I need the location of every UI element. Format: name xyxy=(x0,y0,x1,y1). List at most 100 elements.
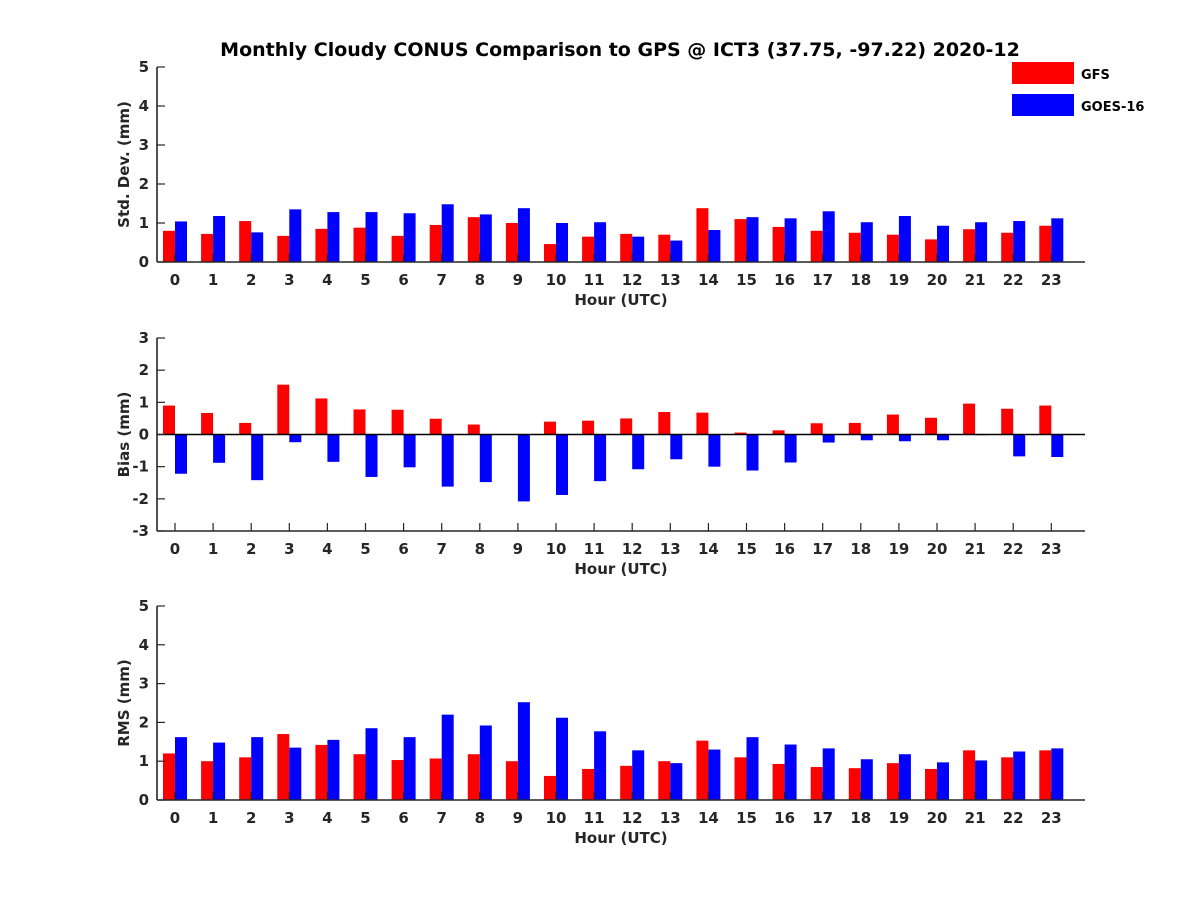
bar-goes16-hour-8 xyxy=(479,214,492,262)
bar-gfs-hour-8 xyxy=(467,217,480,262)
bar-gfs-hour-2 xyxy=(239,422,252,435)
bar-goes16-hour-1 xyxy=(213,742,226,800)
bar-goes16-hour-2 xyxy=(251,434,264,481)
x-tick-label: 11 xyxy=(584,809,605,827)
y-tick-label: 3 xyxy=(139,329,149,347)
y-tick-label: -3 xyxy=(132,522,149,540)
bar-goes16-hour-13 xyxy=(670,763,683,800)
y-tick-label: 1 xyxy=(139,214,149,232)
x-tick-label: 4 xyxy=(322,809,332,827)
bar-goes16-hour-4 xyxy=(327,739,340,800)
bar-goes16-hour-19 xyxy=(898,215,911,262)
x-tick-label: 21 xyxy=(965,540,986,558)
bar-goes16-hour-22 xyxy=(1013,221,1026,262)
legend-label-goes16: GOES-16 xyxy=(1081,100,1144,115)
legend-label-gfs: GFS xyxy=(1081,68,1110,83)
bar-goes16-hour-17 xyxy=(822,211,835,262)
x-tick-label: 13 xyxy=(660,809,681,827)
bar-goes16-hour-9 xyxy=(517,434,530,502)
bar-gfs-hour-12 xyxy=(620,418,633,435)
bar-gfs-hour-14 xyxy=(696,740,709,800)
x-tick-label: 4 xyxy=(322,540,332,558)
y-tick-label: 4 xyxy=(139,636,149,654)
bar-goes16-hour-15 xyxy=(746,737,759,800)
bar-goes16-hour-0 xyxy=(175,737,187,800)
bar-gfs-hour-18 xyxy=(848,768,861,800)
bar-goes16-hour-18 xyxy=(860,759,873,800)
y-tick-label: 0 xyxy=(139,426,149,444)
x-tick-label: 10 xyxy=(546,809,567,827)
bar-goes16-hour-12 xyxy=(632,434,645,470)
x-tick-label: 16 xyxy=(774,271,795,289)
bar-gfs-hour-8 xyxy=(467,754,480,800)
x-tick-label: 3 xyxy=(284,809,294,827)
x-tick-label: 2 xyxy=(246,540,256,558)
bar-goes16-hour-19 xyxy=(898,434,911,442)
x-tick-label: 5 xyxy=(360,540,370,558)
y-tick-label: 3 xyxy=(139,675,149,693)
bar-gfs-hour-6 xyxy=(391,235,404,262)
x-tick-label: 11 xyxy=(584,540,605,558)
bar-goes16-hour-12 xyxy=(632,236,645,262)
x-tick-label: 21 xyxy=(965,809,986,827)
bar-gfs-hour-20 xyxy=(925,417,937,435)
bar-goes16-hour-12 xyxy=(632,750,645,800)
x-tick-label: 14 xyxy=(698,540,719,558)
bar-goes16-hour-6 xyxy=(403,737,416,800)
y-tick-label: -1 xyxy=(132,458,149,476)
x-axis-label: Hour (UTC) xyxy=(574,291,667,309)
x-tick-label: 18 xyxy=(850,271,871,289)
bar-goes16-hour-19 xyxy=(898,754,911,800)
x-tick-label: 19 xyxy=(888,809,909,827)
x-tick-label: 16 xyxy=(774,540,795,558)
bar-goes16-hour-3 xyxy=(289,747,302,800)
bar-gfs-hour-11 xyxy=(582,236,595,262)
bar-gfs-hour-16 xyxy=(772,763,785,800)
bar-goes16-hour-23 xyxy=(1051,218,1064,262)
bar-goes16-hour-20 xyxy=(937,434,949,441)
bar-gfs-hour-18 xyxy=(848,422,861,435)
bar-goes16-hour-7 xyxy=(441,204,454,262)
x-tick-label: 6 xyxy=(398,271,408,289)
bar-goes16-hour-11 xyxy=(594,222,607,262)
x-tick-label: 5 xyxy=(360,809,370,827)
bar-gfs-hour-1 xyxy=(201,233,214,262)
x-tick-label: 17 xyxy=(812,809,833,827)
bar-goes16-hour-20 xyxy=(937,225,949,262)
x-tick-label: 8 xyxy=(475,271,485,289)
bar-gfs-hour-19 xyxy=(886,414,899,435)
x-tick-label: 20 xyxy=(927,809,948,827)
bar-goes16-hour-5 xyxy=(365,728,378,800)
bar-goes16-hour-13 xyxy=(670,434,683,460)
bar-goes16-hour-11 xyxy=(594,731,607,800)
bar-goes16-hour-9 xyxy=(517,208,530,262)
bar-gfs-hour-4 xyxy=(315,398,328,435)
x-tick-label: 19 xyxy=(888,540,909,558)
y-axis-label: Bias (mm) xyxy=(115,392,133,478)
bar-gfs-hour-5 xyxy=(353,227,366,262)
bar-gfs-hour-20 xyxy=(925,768,937,800)
bar-goes16-hour-8 xyxy=(479,725,492,800)
bar-gfs-hour-12 xyxy=(620,233,633,262)
bar-gfs-hour-21 xyxy=(963,229,976,262)
x-tick-label: 22 xyxy=(1003,809,1024,827)
bar-gfs-hour-0 xyxy=(163,753,175,800)
bar-gfs-hour-9 xyxy=(505,761,518,800)
x-tick-label: 13 xyxy=(660,271,681,289)
bar-gfs-hour-17 xyxy=(810,423,823,435)
bar-goes16-hour-22 xyxy=(1013,434,1026,457)
x-tick-label: 1 xyxy=(208,809,218,827)
bar-gfs-hour-7 xyxy=(429,224,442,262)
y-tick-label: 4 xyxy=(139,97,149,115)
bar-goes16-hour-10 xyxy=(556,717,568,800)
x-tick-label: 18 xyxy=(850,540,871,558)
x-tick-label: 15 xyxy=(736,540,757,558)
x-tick-label: 0 xyxy=(170,271,180,289)
bar-goes16-hour-17 xyxy=(822,748,835,800)
bar-gfs-hour-9 xyxy=(505,223,518,262)
bar-gfs-hour-11 xyxy=(582,768,595,800)
bar-gfs-hour-6 xyxy=(391,760,404,800)
bar-goes16-hour-22 xyxy=(1013,751,1026,800)
